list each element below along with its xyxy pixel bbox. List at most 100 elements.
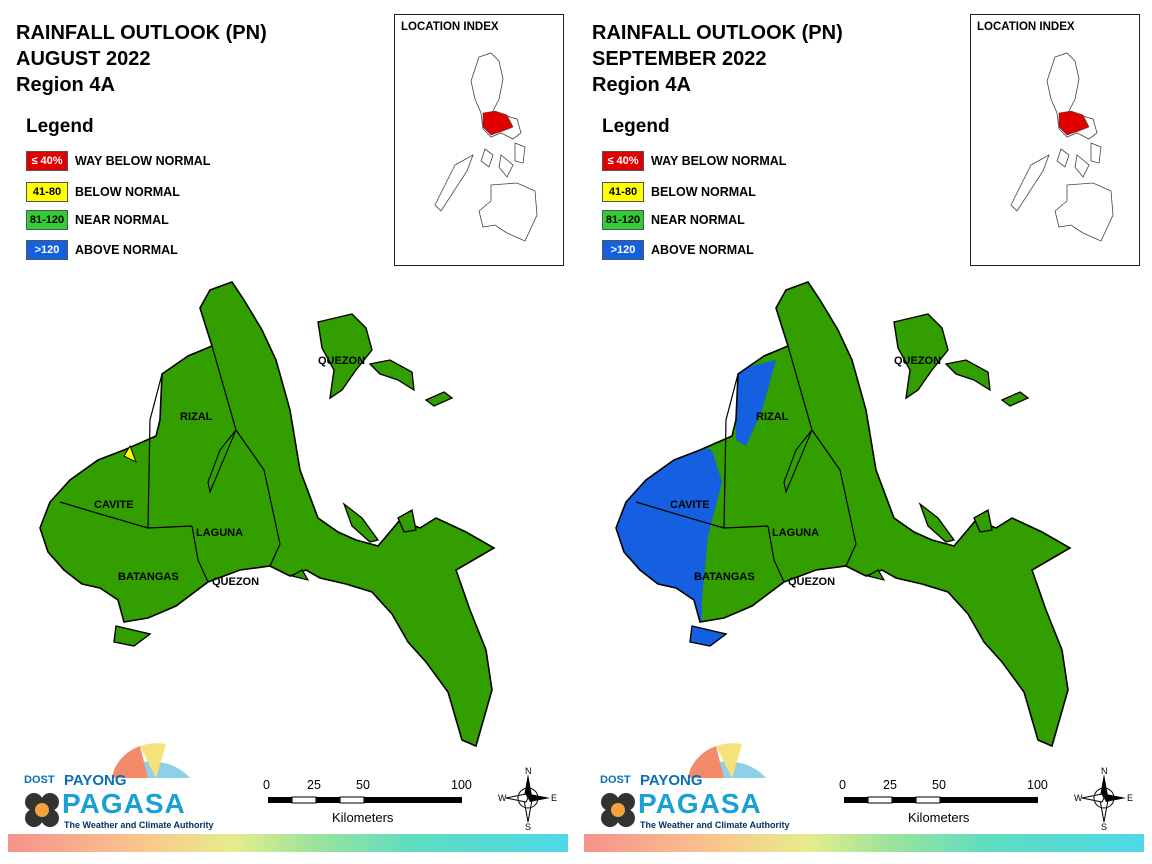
above-normal-area	[616, 420, 722, 650]
province-shape	[616, 282, 1070, 746]
province-boundary	[211, 345, 281, 567]
legend-label: WAY BELOW NORMAL	[651, 154, 787, 168]
legend-label: BELOW NORMAL	[75, 185, 180, 199]
province-label-quezon-south: QUEZON	[788, 576, 835, 588]
legend-swatch: 41-80	[602, 182, 644, 202]
legend-item-below-normal: 41-80 BELOW NORMAL	[602, 181, 756, 203]
footer-color-band	[584, 834, 1144, 852]
island-shape	[944, 359, 991, 392]
island-shape	[397, 508, 417, 533]
below-normal-area	[123, 444, 137, 464]
title-line-1: RAINFALL OUTLOOK (PN)	[16, 22, 267, 44]
umbrella-icon	[601, 743, 766, 827]
legend-item-way-below-normal: ≤ 40% WAY BELOW NORMAL	[26, 150, 210, 172]
province-boundary	[723, 373, 769, 529]
legend-swatch: ≤ 40%	[602, 151, 644, 171]
island-shape	[342, 502, 380, 543]
province-shape	[39, 281, 496, 748]
location-index-inset: LOCATION INDEX	[970, 14, 1140, 266]
island-shape	[893, 313, 949, 400]
compass-w: W	[498, 793, 507, 803]
umbrella-icon	[25, 743, 190, 827]
location-index-title: LOCATION INDEX	[401, 21, 499, 33]
legend-label: ABOVE NORMAL	[651, 243, 754, 257]
pagasa-logo: DOST PAYONG PAGASA The Weather and Clima…	[16, 738, 216, 834]
payong-text: PAYONG	[640, 772, 703, 789]
scale-tick: 0	[839, 778, 846, 792]
legend-swatch: ≤ 40%	[26, 151, 68, 171]
compass-rose-icon: N S W E	[498, 766, 557, 832]
pagasa-text: PAGASA	[638, 788, 762, 819]
title-line-3: Region 4A	[16, 74, 115, 96]
province-label-laguna: LAGUNA	[772, 527, 819, 539]
legend-swatch: 81-120	[26, 210, 68, 230]
tagline: The Weather and Climate Authority	[64, 820, 214, 830]
scale-tick: 50	[932, 778, 946, 792]
island-shape	[424, 391, 454, 407]
province-label-cavite: CAVITE	[94, 499, 134, 511]
province-label-quezon-south: QUEZON	[212, 576, 259, 588]
province-boundary	[207, 429, 237, 494]
compass-e: E	[551, 793, 557, 803]
island-shape	[290, 569, 310, 581]
scale-bar: 0 25 50 100 Kilometers	[256, 776, 486, 826]
scale-unit: Kilometers	[332, 810, 394, 825]
north-arrow: N S W E	[1074, 766, 1134, 832]
island-shape	[368, 359, 415, 392]
legend-label: NEAR NORMAL	[75, 213, 169, 227]
island-shape	[317, 313, 373, 400]
legend-swatch: >120	[602, 240, 644, 260]
island-shape	[918, 502, 956, 543]
tagline: The Weather and Climate Authority	[640, 820, 790, 830]
dost-text: DOST	[600, 774, 631, 786]
compass-s: S	[525, 822, 531, 830]
scale-tick: 25	[307, 778, 321, 792]
province-label-batangas: BATANGAS	[118, 571, 179, 583]
compass-s: S	[1101, 822, 1107, 830]
scale-bar: 0 25 50 100 Kilometers	[832, 776, 1062, 826]
location-index-inset: LOCATION INDEX	[394, 14, 564, 266]
compass-rose-icon: N S W E	[1074, 766, 1133, 832]
above-normal-area	[736, 360, 776, 446]
province-boundary	[783, 429, 813, 494]
province-label-batangas: BATANGAS	[694, 571, 755, 583]
legend-item-near-normal: 81-120 NEAR NORMAL	[602, 209, 745, 231]
map-panel-august: RAINFALL OUTLOOK (PN) AUGUST 2022 Region…	[8, 14, 568, 852]
island-shape	[866, 569, 886, 581]
pagasa-logo: DOST PAYONG PAGASA The Weather and Clima…	[592, 738, 792, 834]
legend-swatch: >120	[26, 240, 68, 260]
location-index-title: LOCATION INDEX	[977, 21, 1075, 33]
compass-n: N	[1101, 766, 1108, 776]
province-boundary	[767, 525, 785, 583]
scale-unit: Kilometers	[908, 810, 970, 825]
island-shape	[689, 625, 728, 647]
legend-item-below-normal: 41-80 BELOW NORMAL	[26, 181, 180, 203]
province-boundary	[147, 373, 193, 529]
scale-tick: 25	[883, 778, 897, 792]
legend-item-above-normal: >120 ABOVE NORMAL	[26, 239, 178, 261]
island-shape	[973, 508, 993, 533]
legend-label: BELOW NORMAL	[651, 185, 756, 199]
province-label-quezon-north: QUEZON	[318, 355, 365, 367]
legend-title: Legend	[602, 116, 670, 137]
province-label-rizal: RIZAL	[756, 411, 789, 423]
north-arrow: N S W E	[498, 766, 558, 832]
pagasa-text: PAGASA	[62, 788, 186, 819]
legend-label: ABOVE NORMAL	[75, 243, 178, 257]
compass-e: E	[1127, 793, 1133, 803]
island-shape	[113, 625, 152, 647]
title-line-1: RAINFALL OUTLOOK (PN)	[592, 22, 843, 44]
province-label-rizal: RIZAL	[180, 411, 213, 423]
legend-item-above-normal: >120 ABOVE NORMAL	[602, 239, 754, 261]
dost-text: DOST	[24, 774, 55, 786]
title-line-3: Region 4A	[592, 74, 691, 96]
scale-tick: 100	[1027, 778, 1048, 792]
province-label-quezon-north: QUEZON	[894, 355, 941, 367]
province-boundary	[191, 525, 209, 583]
island-shape	[1000, 391, 1030, 407]
philippines-index-map	[434, 52, 538, 242]
legend-item-near-normal: 81-120 NEAR NORMAL	[26, 209, 169, 231]
payong-text: PAYONG	[64, 772, 127, 789]
title-line-2: AUGUST 2022	[16, 48, 151, 70]
scale-tick: 100	[451, 778, 472, 792]
